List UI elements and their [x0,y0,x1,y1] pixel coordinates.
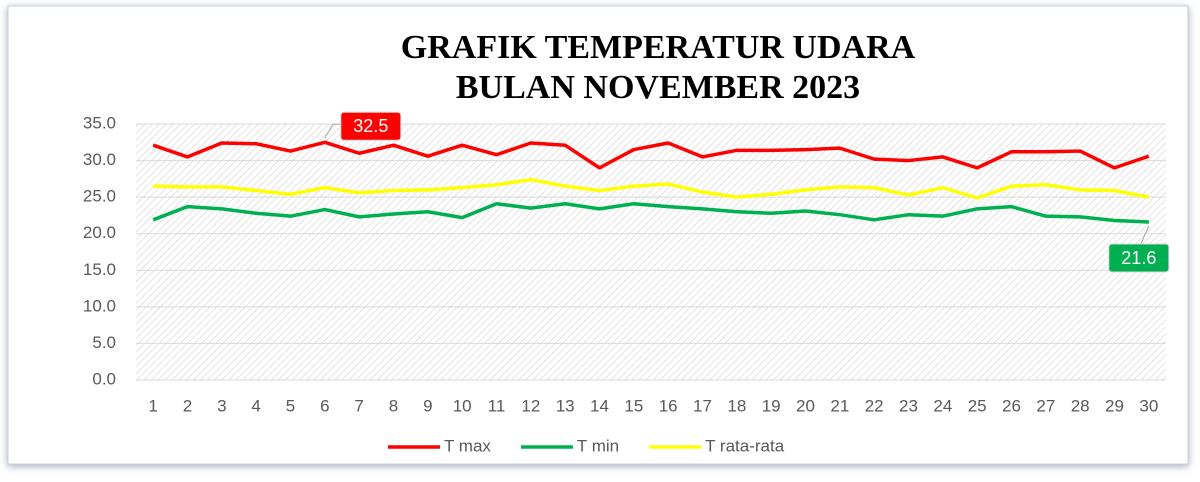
leader-line [1140,225,1150,245]
x-tick-label: 27 [1036,396,1055,415]
x-tick-label: 29 [1105,396,1124,415]
x-tick-label: 30 [1139,396,1158,415]
y-tick-label: 10.0 [83,296,116,315]
x-tick-label: 14 [590,396,609,415]
x-tick-label: 20 [796,396,815,415]
x-tick-label: 5 [286,396,295,415]
series-line [152,201,1149,224]
x-tick-label: 26 [1002,396,1021,415]
data-label: 32.5 [353,116,388,136]
leader-line [324,123,341,139]
y-tick-label: 35.0 [83,113,116,132]
x-tick-label: 15 [624,396,643,415]
x-tick-label: 4 [251,396,260,415]
series-line [153,177,1150,200]
data-label-box [340,111,402,141]
x-tick-label: 2 [183,396,192,415]
legend-label: T max [444,436,491,455]
chart-title: BULAN NOVEMBER 2023 [456,69,860,106]
x-tick-label: 25 [968,396,987,415]
y-tick-label: 25.0 [83,187,116,206]
x-tick-label: 10 [453,396,472,415]
y-tick-label: 15.0 [83,260,116,279]
x-tick-label: 8 [389,396,398,415]
x-tick-label: 19 [762,396,781,415]
x-tick-label: 16 [659,396,678,415]
y-tick-label: 30.0 [83,150,116,169]
series-line [152,140,1150,170]
y-tick-label: 0.0 [92,369,116,388]
x-tick-label: 12 [521,396,540,415]
x-tick-label: 17 [693,396,712,415]
data-label: 21.6 [1121,248,1156,268]
x-tick-label: 1 [148,396,157,415]
chart-title: GRAFIK TEMPERATUR UDARA [401,29,916,66]
y-tick-label: 20.0 [83,223,116,242]
legend-label: T rata-rata [705,436,785,455]
x-tick-label: 9 [423,396,432,415]
y-tick-label: 5.0 [92,333,116,352]
x-tick-label: 11 [488,396,506,415]
x-tick-label: 18 [727,396,746,415]
x-tick-label: 21 [830,396,849,415]
x-tick-label: 6 [320,396,329,415]
x-tick-label: 28 [1071,396,1090,415]
x-tick-label: 24 [933,396,952,415]
plot-area [136,124,1166,380]
x-tick-label: 3 [217,396,226,415]
x-tick-label: 7 [354,396,363,415]
data-label-box [1108,243,1170,273]
legend-label: T min [577,436,619,455]
x-tick-label: 23 [899,396,918,415]
x-tick-label: 13 [556,396,575,415]
x-tick-label: 22 [865,396,884,415]
